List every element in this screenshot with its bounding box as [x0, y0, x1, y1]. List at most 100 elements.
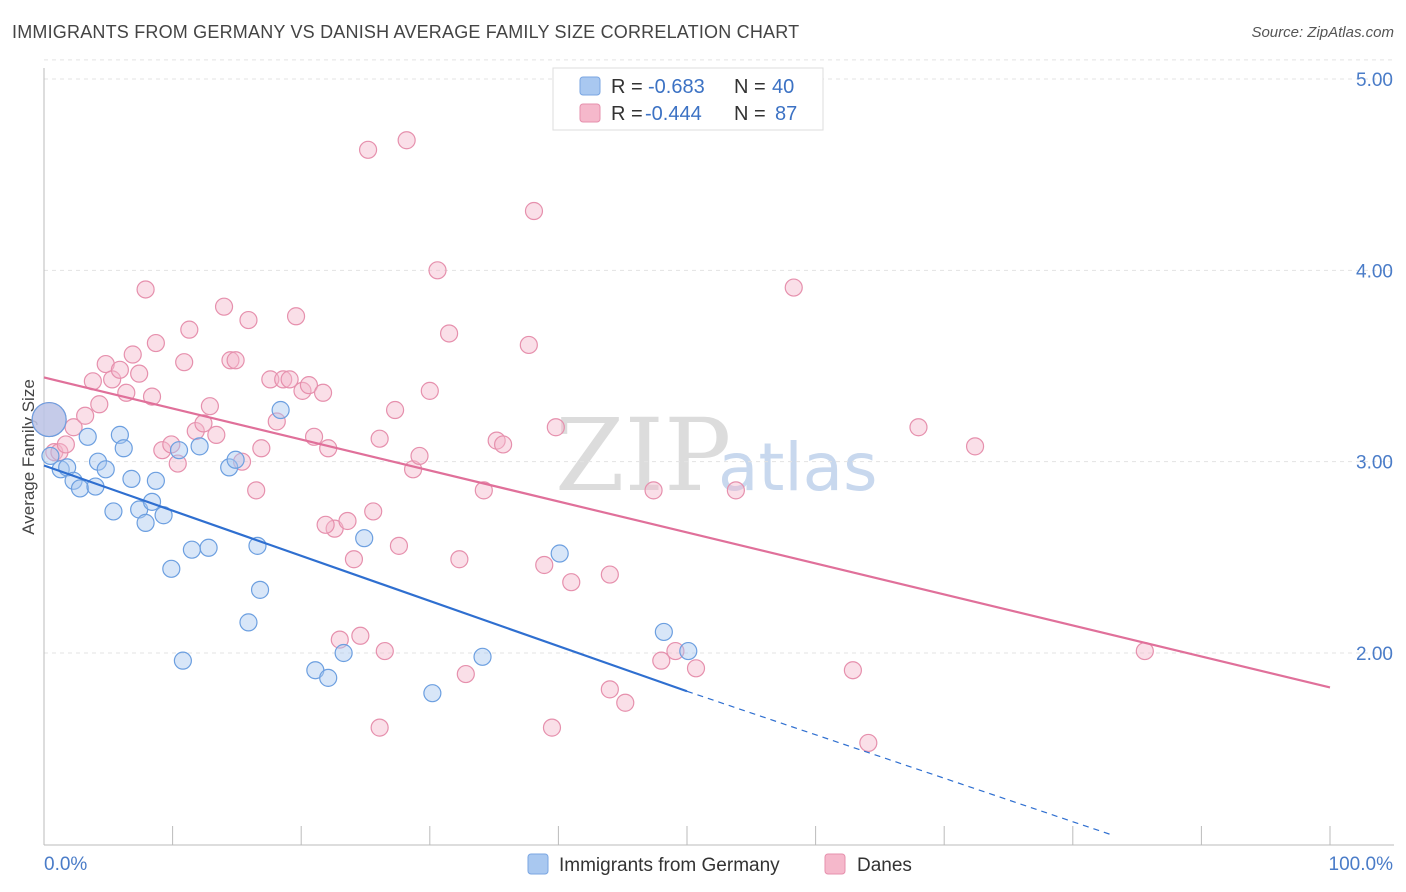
data-point [190, 437, 209, 456]
data-point [385, 400, 405, 420]
legend-n-value-danes: 87 [775, 103, 797, 125]
data-point [199, 538, 218, 557]
data-point [70, 479, 90, 498]
data-point [679, 641, 698, 661]
data-point [389, 536, 409, 555]
data-point [31, 401, 67, 438]
trend-line [43, 464, 688, 693]
data-point [299, 376, 319, 395]
bottom-legend-label-danes: Danes [857, 855, 912, 876]
data-point [600, 680, 619, 699]
data-point [450, 550, 469, 569]
data-point [250, 580, 270, 599]
data-point [358, 140, 378, 159]
data-point [162, 559, 181, 578]
data-point [114, 439, 133, 458]
data-point [142, 387, 162, 406]
legend-swatch-germany [579, 76, 601, 96]
data-point [207, 425, 226, 444]
data-point [96, 460, 115, 479]
data-point [56, 435, 75, 454]
data-point [136, 280, 155, 299]
data-point [474, 481, 493, 500]
data-point [519, 335, 538, 355]
legend-swatch-danes [579, 103, 601, 123]
data-point [130, 364, 149, 383]
data-point [686, 659, 706, 678]
data-point [182, 540, 201, 559]
trend-line [43, 376, 1331, 689]
data-point [562, 573, 581, 592]
chart-title: IMMIGRANTS FROM GERMANY VS DANISH AVERAG… [12, 22, 800, 42]
data-point [965, 437, 985, 456]
data-point [843, 661, 862, 680]
data-point [252, 439, 271, 458]
data-point [909, 418, 928, 437]
data-point [214, 297, 234, 316]
data-point [316, 515, 335, 534]
data-point [652, 651, 671, 670]
data-point [168, 454, 187, 473]
data-point [364, 502, 383, 521]
data-point [226, 450, 245, 469]
data-point [271, 400, 290, 420]
y-tick-label: 3.00 [1356, 453, 1393, 474]
legend-n-value-germany: 40 [772, 76, 794, 98]
legend-r-label-germany: R = [611, 76, 643, 98]
data-point [200, 397, 219, 416]
legend-r-label-danes: R = [611, 103, 643, 125]
data-point [784, 278, 803, 297]
trend-line-extension [686, 690, 1112, 836]
watermark-zip: ZIP [555, 397, 731, 514]
data-point [397, 131, 416, 150]
y-tick-label: 2.00 [1356, 644, 1393, 665]
x-axis-ticks [172, 826, 1331, 845]
data-point [726, 481, 745, 500]
data-point [104, 502, 123, 521]
data-point [616, 693, 635, 712]
data-point [267, 412, 286, 431]
data-point [375, 641, 394, 661]
data-point [428, 261, 447, 280]
data-point [420, 381, 439, 400]
data-point [221, 351, 240, 370]
data-point [64, 418, 83, 437]
data-point [88, 452, 108, 471]
trend-lines [43, 376, 1331, 836]
data-point [370, 718, 389, 737]
data-point [344, 550, 364, 569]
data-point [859, 733, 878, 753]
data-point [286, 307, 306, 326]
bottom-legend-label-germany: Immigrants from Germany [559, 855, 780, 876]
data-point [41, 446, 60, 466]
data-point [186, 421, 205, 441]
data-point [247, 481, 266, 500]
data-point [410, 446, 429, 466]
data-point [330, 630, 349, 649]
data-point [535, 555, 554, 575]
data-point [600, 565, 619, 584]
y-tick-label: 5.00 [1356, 70, 1393, 91]
data-point [351, 626, 370, 645]
data-point [313, 383, 333, 402]
bottom-legend: Immigrants from Germany Danes [527, 853, 912, 876]
data-point [226, 351, 245, 370]
data-series [31, 131, 1154, 753]
data-point [122, 469, 141, 488]
data-point [550, 544, 569, 563]
data-point [180, 320, 199, 339]
data-point [338, 511, 357, 531]
data-point [456, 664, 475, 684]
bottom-legend-swatch-danes [824, 853, 846, 875]
data-point [319, 668, 338, 687]
data-point [370, 429, 389, 448]
data-point [473, 647, 492, 666]
data-point [644, 481, 663, 500]
legend-box: R = -0.683 N = 40 R = -0.444 N = 87 [552, 67, 824, 131]
data-point [173, 651, 192, 670]
gridlines [44, 59, 1394, 654]
legend-r-value-germany: -0.683 [648, 76, 705, 98]
data-point [146, 471, 165, 490]
y-axis-label: Average Family Size [19, 379, 38, 535]
